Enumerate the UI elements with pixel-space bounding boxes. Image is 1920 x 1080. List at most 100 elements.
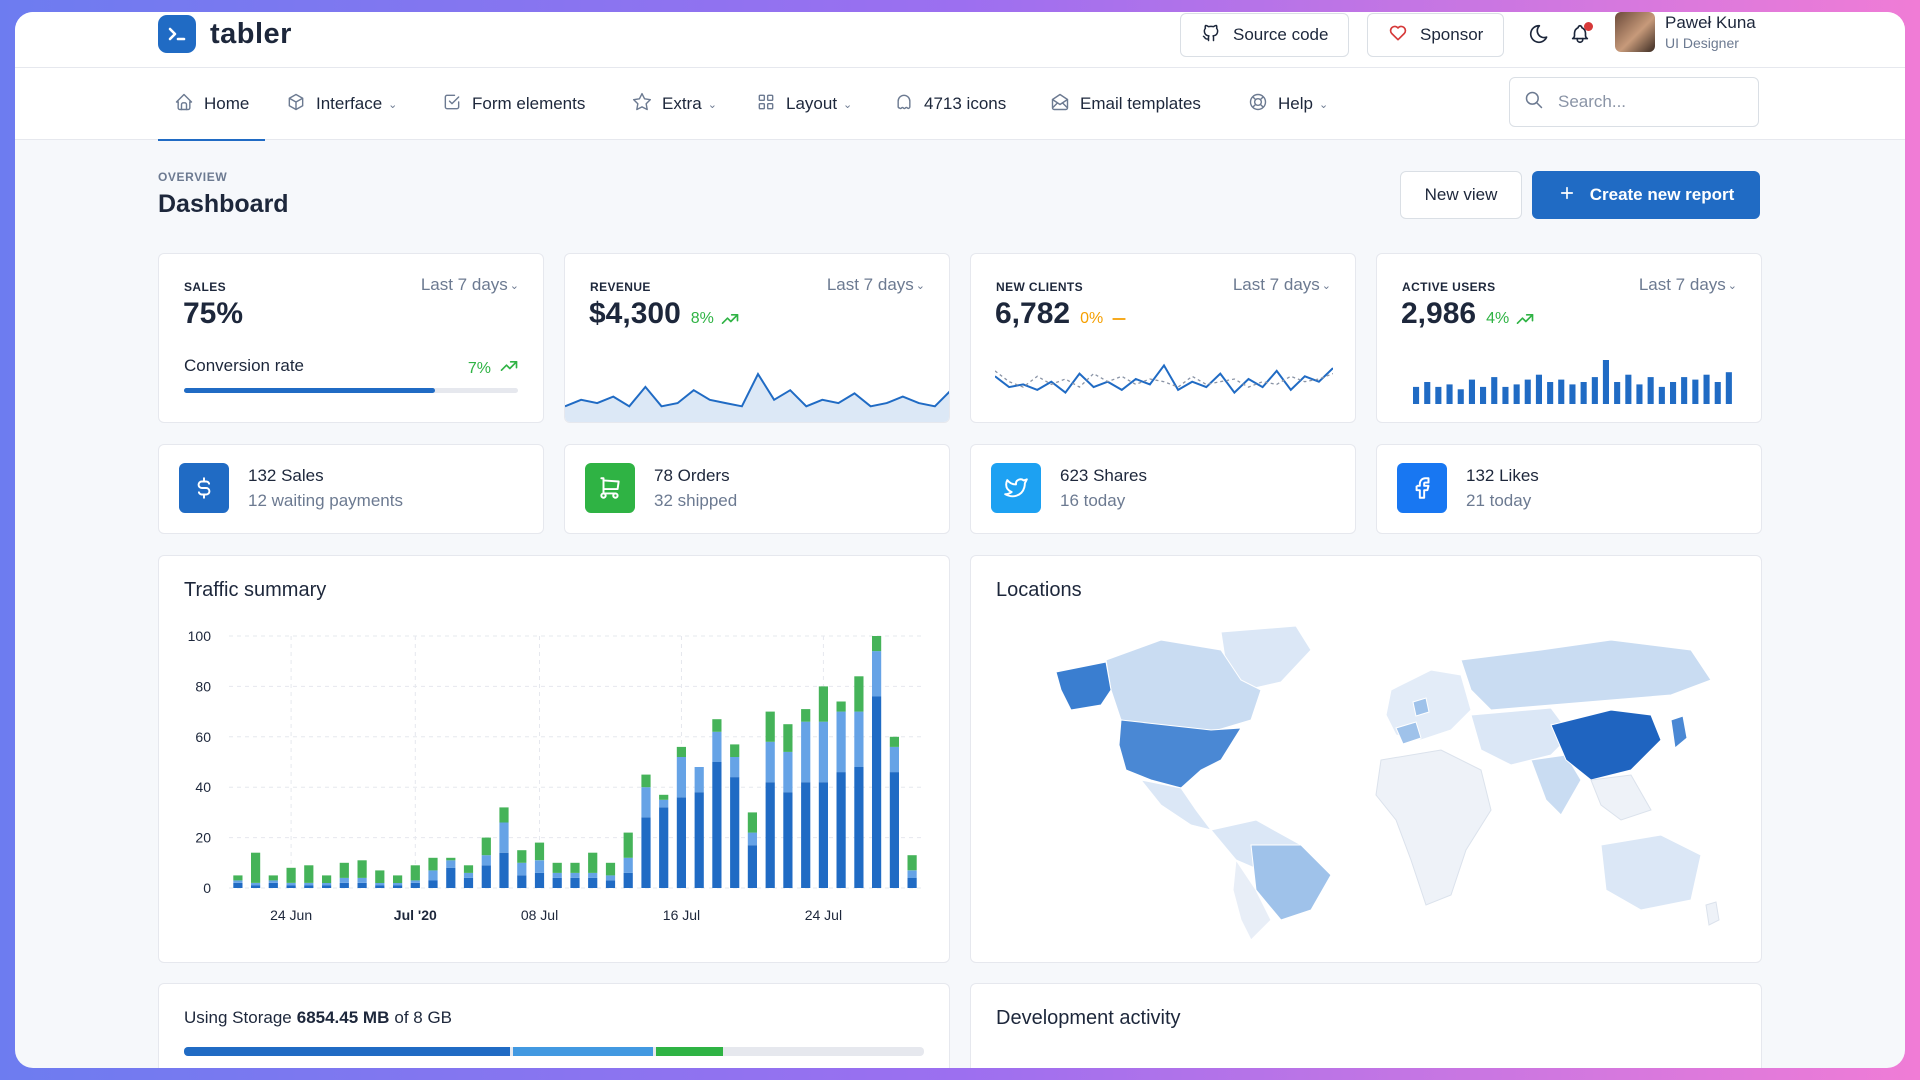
storage-label: Using Storage 6854.45 MB of 8 GB bbox=[184, 1008, 452, 1028]
nav-item-extra[interactable]: Extra ⌄ bbox=[632, 68, 717, 140]
traffic-bar-segment bbox=[534, 860, 545, 873]
traffic-bar-segment bbox=[747, 845, 757, 888]
plus-icon bbox=[1558, 184, 1576, 207]
traffic-bar-segment bbox=[481, 837, 491, 856]
traffic-bar-segment bbox=[286, 867, 296, 883]
new-view-button[interactable]: New view bbox=[1400, 171, 1522, 219]
stat-primary: 132 Likes bbox=[1466, 466, 1539, 485]
traffic-bar-segment bbox=[872, 651, 882, 697]
nav-item-interface[interactable]: Interface ⌄ bbox=[286, 68, 397, 140]
heart-icon bbox=[1388, 23, 1408, 48]
github-icon bbox=[1201, 23, 1221, 48]
brand-name: tabler bbox=[210, 17, 292, 50]
kpi-label: NEW CLIENTS bbox=[996, 280, 1084, 294]
app-window: tabler Source code Sponsor bbox=[15, 12, 1905, 1068]
package-icon bbox=[286, 92, 306, 117]
users-bar bbox=[1625, 374, 1632, 404]
traffic-bar-segment bbox=[801, 721, 811, 783]
traffic-bar-segment bbox=[410, 865, 420, 881]
nav-label: Email templates bbox=[1080, 94, 1201, 113]
nav-item-layout[interactable]: Layout ⌄ bbox=[756, 68, 852, 140]
lifebuoy-icon bbox=[1248, 92, 1268, 117]
traffic-bar-segment bbox=[712, 731, 722, 762]
traffic-bar-segment bbox=[393, 875, 403, 883]
main-navbar: Home Interface ⌄ Form elements Extra ⌄ L… bbox=[15, 68, 1905, 141]
clients-line-current bbox=[995, 363, 1333, 395]
world-map[interactable] bbox=[1011, 620, 1721, 940]
traffic-bar-segment bbox=[588, 852, 598, 873]
storage-segment bbox=[656, 1047, 723, 1056]
storage-used: 6854.45 MB bbox=[296, 1008, 390, 1027]
traffic-bar-segment bbox=[889, 746, 899, 773]
kpi-value: 75% bbox=[183, 297, 244, 330]
stat-primary: 623 Shares bbox=[1060, 466, 1147, 485]
users-bar bbox=[1480, 386, 1487, 404]
sponsor-button[interactable]: Sponsor bbox=[1367, 13, 1505, 57]
search-input[interactable] bbox=[1558, 92, 1738, 112]
traffic-bar-segment bbox=[747, 832, 757, 846]
traffic-bar-segment bbox=[623, 832, 633, 858]
traffic-bar-segment bbox=[836, 701, 846, 712]
traffic-bar-segment bbox=[783, 751, 793, 793]
storage-prefix: Using Storage bbox=[184, 1008, 292, 1027]
nav-item-form-elements[interactable]: Form elements bbox=[442, 68, 585, 140]
active-users-barchart bbox=[1413, 360, 1732, 404]
user-role: UI Designer bbox=[1665, 35, 1739, 51]
traffic-bar-segment bbox=[765, 782, 775, 888]
source-code-button[interactable]: Source code bbox=[1180, 13, 1350, 57]
traffic-bar-segment bbox=[605, 875, 616, 881]
traffic-bar-segment bbox=[463, 872, 474, 878]
traffic-bar-segment bbox=[304, 865, 314, 883]
storage-progress bbox=[184, 1047, 924, 1056]
create-report-button[interactable]: Create new report bbox=[1532, 171, 1760, 219]
nav-item-email-templates[interactable]: Email templates bbox=[1050, 68, 1201, 140]
range-dropdown[interactable]: Last 7 days ⌄ bbox=[827, 275, 925, 295]
trending-up-icon bbox=[499, 356, 519, 381]
new-clients-sparkline bbox=[995, 363, 1333, 395]
traffic-bar-segment bbox=[481, 855, 491, 866]
range-dropdown[interactable]: Last 7 days ⌄ bbox=[1233, 275, 1331, 295]
kpi-label: SALES bbox=[184, 280, 227, 294]
nav-label: 4713 icons bbox=[924, 94, 1007, 113]
traffic-bar-segment bbox=[286, 885, 296, 888]
traffic-bar-segment bbox=[730, 744, 740, 757]
trend-value: 0% bbox=[1080, 310, 1104, 327]
range-dropdown[interactable]: Last 7 days ⌄ bbox=[1639, 275, 1737, 295]
dark-mode-toggle[interactable] bbox=[1523, 20, 1555, 52]
search-box[interactable] bbox=[1509, 77, 1759, 127]
traffic-bar-segment bbox=[375, 883, 385, 886]
storage-card: Using Storage 6854.45 MB of 8 GB bbox=[158, 983, 950, 1068]
nav-item-icons[interactable]: 4713 icons bbox=[894, 68, 1006, 140]
users-bar bbox=[1714, 382, 1721, 404]
traffic-chart: 0 20 40 60 80 100 24 Jun Jul '20 08 Jul 16 Jul 24 … bbox=[188, 628, 921, 923]
traffic-bar-segment bbox=[801, 709, 811, 722]
kpi-trend: 0% bbox=[1080, 309, 1129, 329]
stat-secondary: 32 shipped bbox=[654, 491, 738, 510]
traffic-bar-segment bbox=[428, 870, 438, 881]
currency-dollar-icon bbox=[179, 463, 229, 513]
notifications-button[interactable] bbox=[1564, 20, 1596, 52]
traffic-bar-segment bbox=[659, 807, 669, 888]
chevron-down-icon: ⌄ bbox=[1318, 98, 1329, 111]
brand-logo[interactable]: tabler bbox=[158, 15, 292, 53]
development-activity-card: Development activity bbox=[970, 983, 1762, 1068]
y-tick-label: 100 bbox=[188, 628, 212, 644]
traffic-bar-segment bbox=[854, 676, 864, 712]
traffic-bar-segment bbox=[304, 883, 314, 886]
traffic-bar-segment bbox=[322, 875, 332, 883]
range-dropdown[interactable]: Last 7 days ⌄ bbox=[421, 275, 519, 295]
nav-item-home[interactable]: Home bbox=[157, 68, 266, 141]
user-menu[interactable]: Paweł Kuna UI Designer bbox=[1615, 12, 1756, 52]
traffic-bar-segment bbox=[694, 792, 704, 888]
traffic-bar-segment bbox=[783, 724, 793, 752]
kpi-value: 2,986 bbox=[1401, 297, 1477, 330]
card-title: Traffic summary bbox=[184, 579, 327, 601]
nav-item-help[interactable]: Help ⌄ bbox=[1248, 68, 1328, 140]
storage-total: of 8 GB bbox=[394, 1008, 452, 1027]
y-tick-label: 80 bbox=[195, 678, 211, 694]
traffic-bar-segment bbox=[641, 774, 651, 788]
users-bar bbox=[1591, 377, 1598, 404]
nav-label: Help bbox=[1278, 94, 1313, 113]
star-icon bbox=[632, 92, 652, 117]
chevron-down-icon: ⌄ bbox=[388, 98, 398, 111]
